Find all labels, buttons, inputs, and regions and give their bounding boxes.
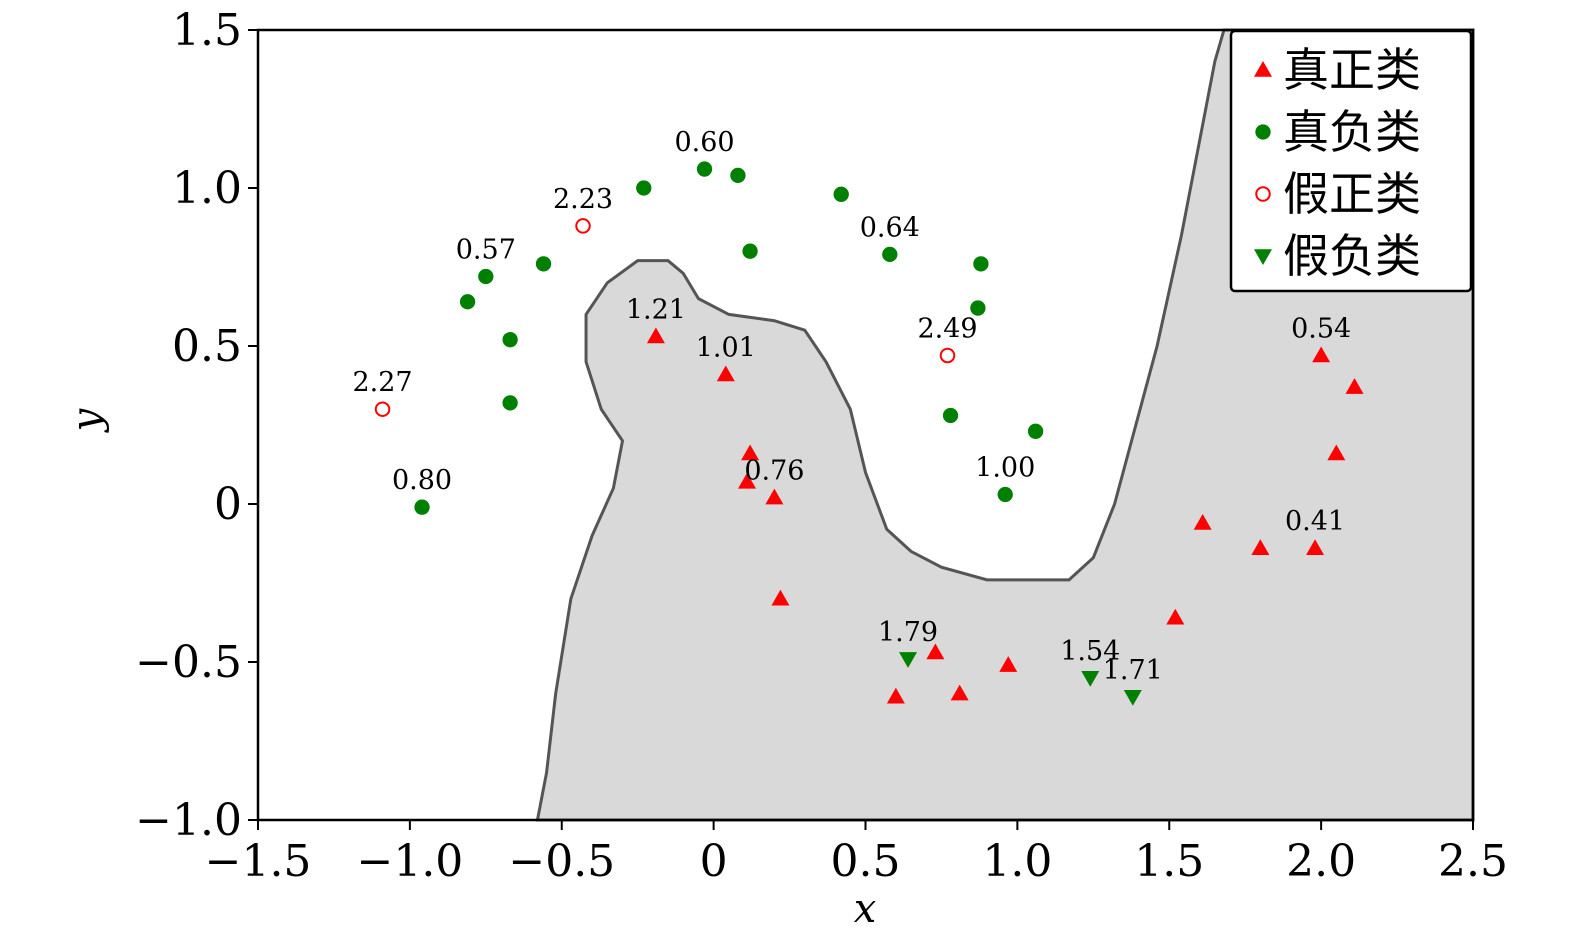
data-point [1312, 346, 1331, 363]
data-point [636, 180, 652, 196]
legend-label: 真正类 [1283, 43, 1421, 97]
x-tick-label: 0.5 [831, 836, 901, 887]
point-value-label: 1.21 [626, 295, 686, 326]
data-point [502, 332, 518, 348]
data-point [414, 499, 430, 515]
data-point [833, 186, 849, 202]
point-value-label: 0.57 [456, 234, 516, 265]
data-point [535, 256, 552, 272]
legend-marker [1255, 186, 1271, 202]
x-tick-label: 2.0 [1286, 836, 1356, 887]
y-axis: −1.0 −0.5 0 0.5 1.0 1.5 [135, 5, 258, 846]
point-value-label: 0.80 [392, 465, 452, 496]
data-point [502, 395, 518, 411]
data-point [716, 365, 735, 382]
data-point [882, 246, 898, 263]
data-point [730, 167, 746, 184]
y-tick-label: 1.0 [172, 163, 242, 214]
point-value-label: 2.27 [352, 367, 412, 398]
point-value-label: 0.54 [1291, 313, 1351, 344]
x-tick-label: −1.5 [205, 836, 312, 887]
data-point [939, 347, 956, 364]
data-point [575, 218, 591, 234]
data-point [742, 243, 758, 259]
y-axis-label: y [64, 407, 110, 433]
point-value-label: 1.71 [1103, 655, 1163, 686]
data-point [765, 488, 784, 505]
data-point [696, 161, 713, 177]
x-tick-label: 1.5 [1134, 836, 1204, 887]
point-labels: 1.21 1.01 0.76 0.41 0.54 0.80 0.57 0.60 0.64 1.00… [352, 127, 1351, 686]
legend-label: 真负类 [1283, 105, 1421, 159]
x-tick-label: 1.0 [982, 836, 1052, 887]
data-point [926, 643, 945, 660]
data-point [899, 652, 918, 668]
data-point [970, 300, 986, 316]
point-value-label: 1.01 [696, 332, 756, 363]
data-point [1306, 539, 1325, 555]
data-points [374, 161, 1364, 706]
data-point [1193, 513, 1212, 530]
y-tick-label: 0 [214, 479, 242, 530]
x-tick-label: −1.0 [356, 836, 463, 887]
data-point [771, 589, 790, 606]
legend-label: 假正类 [1283, 167, 1421, 221]
legend-marker [1255, 124, 1271, 140]
data-point [997, 486, 1013, 503]
data-point [1345, 378, 1364, 394]
y-tick-label: 0.5 [172, 321, 242, 372]
point-value-label: 1.54 [1060, 636, 1120, 667]
data-point [1027, 423, 1044, 439]
data-point [459, 294, 476, 310]
data-point [886, 687, 905, 704]
legend-marker [1254, 61, 1272, 77]
point-value-label: 1.79 [878, 617, 938, 648]
data-point [1327, 444, 1346, 461]
point-value-label: 1.00 [975, 453, 1035, 484]
point-value-label: 0.60 [674, 127, 734, 158]
data-point [950, 684, 969, 701]
data-point [1251, 539, 1270, 555]
x-axis-label: x [854, 886, 877, 932]
point-value-label: 0.76 [744, 456, 804, 487]
point-value-label: 2.23 [553, 184, 613, 215]
y-tick-label: −1.0 [135, 795, 242, 846]
data-point [738, 472, 757, 489]
y-tick-label: −0.5 [135, 637, 242, 688]
data-point [942, 407, 959, 424]
data-point [1081, 671, 1100, 687]
legend-marker [1254, 249, 1272, 265]
point-value-label: 0.64 [860, 212, 920, 243]
legend-label: 假负类 [1283, 229, 1421, 283]
data-point [374, 401, 391, 417]
x-axis: −1.5 −1.0 −0.5 0 0.5 1.0 1.5 2.0 2.5 [205, 820, 1508, 887]
data-point [1166, 608, 1185, 625]
data-point [741, 444, 760, 461]
point-value-label: 0.41 [1285, 506, 1345, 537]
data-point [478, 268, 494, 285]
y-tick-label: 1.5 [172, 5, 242, 56]
data-point [1123, 690, 1142, 706]
data-point [973, 256, 989, 272]
data-point [999, 656, 1018, 672]
x-tick-label: 2.5 [1438, 836, 1508, 887]
point-value-label: 2.49 [917, 313, 977, 344]
x-tick-label: −0.5 [508, 836, 615, 887]
data-point [646, 327, 665, 344]
x-tick-label: 0 [700, 836, 728, 887]
legend-box [1229, 29, 1473, 293]
